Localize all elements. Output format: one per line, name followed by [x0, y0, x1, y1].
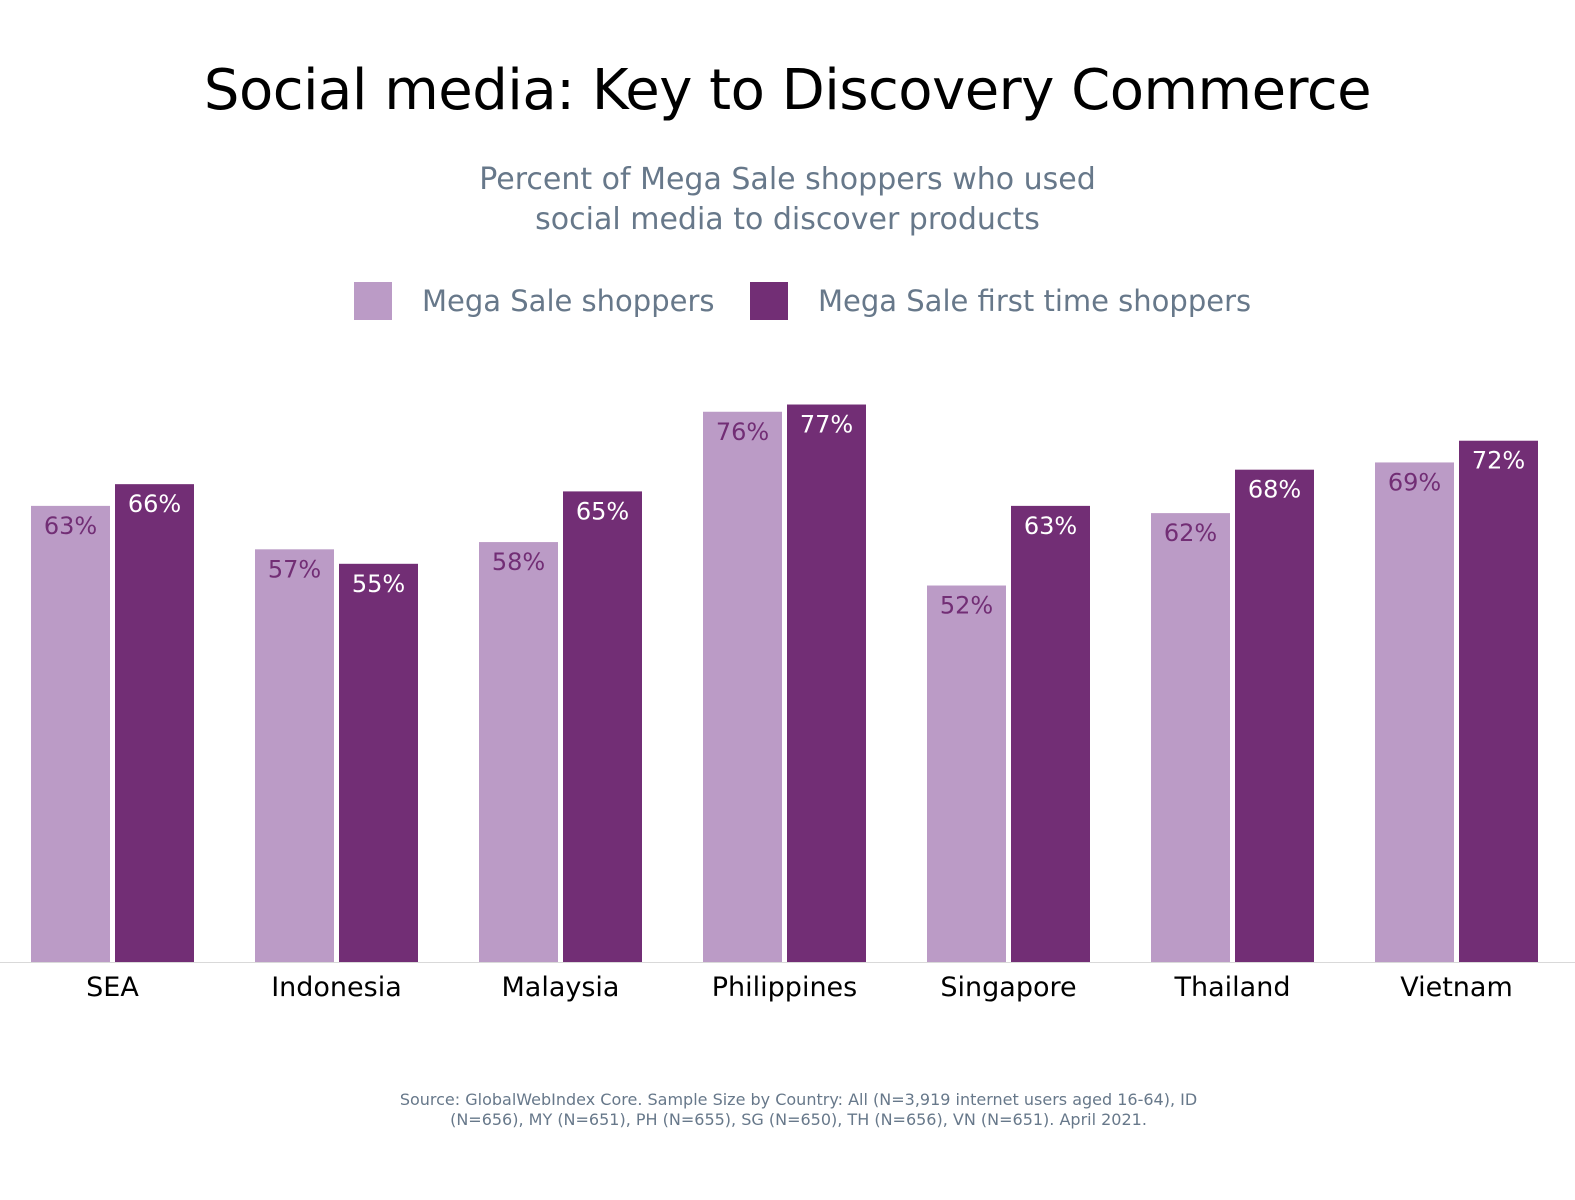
legend-swatch-mega-sale-shoppers	[354, 282, 392, 320]
chart-subtitle-line-2: social media to discover products	[535, 202, 1040, 237]
bar-mega-sale-first-time-shoppers-singapore	[1011, 505, 1090, 962]
x-tick-label-indonesia: Indonesia	[271, 972, 402, 1003]
data-label-mega-sale-shoppers-singapore: 52%	[940, 592, 993, 620]
data-label-mega-sale-first-time-shoppers-vietnam: 72%	[1472, 447, 1525, 475]
bar-group-sea: 63% 66% SEA	[31, 484, 194, 1003]
bar-mega-sale-first-time-shoppers-thailand	[1235, 469, 1314, 962]
legend-swatch-mega-sale-first-time-shoppers	[750, 282, 788, 320]
bar-mega-sale-shoppers-malaysia	[479, 542, 558, 962]
x-tick-label-malaysia: Malaysia	[502, 972, 620, 1003]
bar-mega-sale-shoppers-sea	[31, 505, 110, 962]
chart-subtitle-line-1: Percent of Mega Sale shoppers who used	[479, 162, 1096, 197]
data-label-mega-sale-first-time-shoppers-malaysia: 65%	[576, 497, 629, 525]
bar-mega-sale-shoppers-vietnam	[1375, 462, 1454, 962]
data-label-mega-sale-shoppers-philippines: 76%	[716, 418, 769, 446]
data-label-mega-sale-shoppers-thailand: 62%	[1164, 519, 1217, 547]
source-note-line-1: Source: GlobalWebIndex Core. Sample Size…	[399, 1090, 1198, 1109]
bar-chart: 63% 66% SEA 57% 55% Indonesia 58% 65% Malaysia 76…	[0, 404, 1575, 1003]
x-tick-label-thailand: Thailand	[1174, 972, 1291, 1003]
x-tick-label-sea: SEA	[86, 972, 139, 1003]
data-label-mega-sale-shoppers-malaysia: 58%	[492, 548, 545, 576]
x-tick-label-philippines: Philippines	[712, 972, 857, 1003]
bar-group-singapore: 52% 63% Singapore	[927, 505, 1090, 1003]
chart-subtitle: Percent of Mega Sale shoppers who used s…	[0, 160, 1575, 240]
legend-label-mega-sale-shoppers: Mega Sale shoppers	[422, 284, 715, 318]
legend-label-mega-sale-first-time-shoppers: Mega Sale first time shoppers	[818, 284, 1252, 318]
bar-mega-sale-shoppers-indonesia	[255, 549, 334, 962]
bar-mega-sale-first-time-shoppers-sea	[115, 484, 194, 962]
bar-mega-sale-first-time-shoppers-indonesia	[339, 563, 418, 962]
chart-legend: Mega Sale shoppers Mega Sale first time …	[0, 282, 1575, 322]
data-label-mega-sale-shoppers-sea: 63%	[44, 512, 97, 540]
bar-mega-sale-first-time-shoppers-malaysia	[563, 491, 642, 962]
bar-mega-sale-shoppers-thailand	[1151, 513, 1230, 962]
data-label-mega-sale-first-time-shoppers-indonesia: 55%	[352, 570, 405, 598]
x-tick-label-vietnam: Vietnam	[1400, 972, 1513, 1003]
data-label-mega-sale-first-time-shoppers-philippines: 77%	[800, 411, 853, 439]
data-label-mega-sale-first-time-shoppers-singapore: 63%	[1024, 512, 1077, 540]
bar-group-indonesia: 57% 55% Indonesia	[255, 549, 418, 1003]
bar-mega-sale-shoppers-singapore	[927, 585, 1006, 962]
data-label-mega-sale-shoppers-indonesia: 57%	[268, 555, 321, 583]
bar-group-philippines: 76% 77% Philippines	[703, 404, 866, 1003]
bar-mega-sale-shoppers-philippines	[703, 411, 782, 962]
bar-group-vietnam: 69% 72% Vietnam	[1375, 440, 1538, 1003]
source-note-line-2: (N=656), MY (N=651), PH (N=655), SG (N=6…	[450, 1110, 1147, 1129]
bar-group-malaysia: 58% 65% Malaysia	[479, 491, 642, 1003]
source-note: Source: GlobalWebIndex Core. Sample Size…	[0, 1090, 1575, 1130]
data-label-mega-sale-first-time-shoppers-sea: 66%	[128, 490, 181, 518]
bar-mega-sale-first-time-shoppers-vietnam	[1459, 440, 1538, 963]
bar-group-thailand: 62% 68% Thailand	[1151, 469, 1314, 1003]
x-tick-label-singapore: Singapore	[940, 972, 1076, 1003]
data-label-mega-sale-shoppers-vietnam: 69%	[1388, 468, 1441, 496]
data-label-mega-sale-first-time-shoppers-thailand: 68%	[1248, 476, 1301, 504]
chart-title: Social media: Key to Discovery Commerce	[203, 58, 1372, 123]
bar-mega-sale-first-time-shoppers-philippines	[787, 404, 866, 962]
